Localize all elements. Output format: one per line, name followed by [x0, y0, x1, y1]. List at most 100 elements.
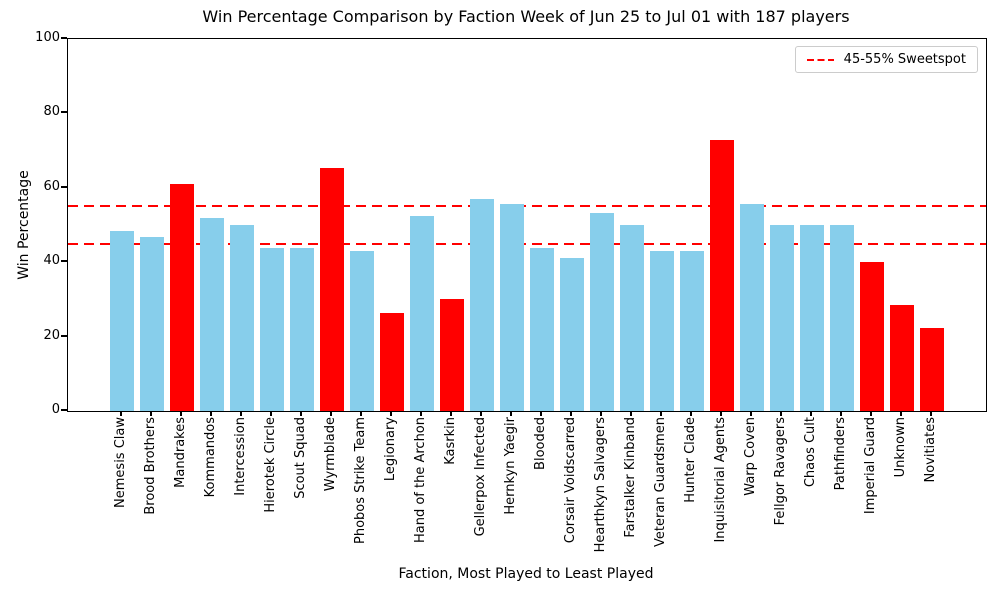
x-tick [899, 411, 902, 416]
x-tick-label: Novitiates [922, 417, 938, 483]
bar-intercession [229, 225, 254, 411]
y-tick [61, 334, 67, 337]
x-tick [569, 411, 572, 416]
x-tick-label: Hearthkyn Salvagers [592, 417, 608, 553]
x-tick-label: Fellgor Ravagers [772, 417, 788, 526]
x-tick-label: Hunter Clade [682, 417, 698, 503]
x-tick-label: Scout Squad [292, 417, 308, 499]
x-tick [539, 411, 542, 416]
x-tick-label: Unknown [892, 417, 908, 478]
dashed-line-icon [806, 58, 834, 61]
x-tick [269, 411, 272, 416]
x-tick [239, 411, 242, 416]
y-tick [61, 260, 67, 263]
x-tick-label: Nemesis Claw [112, 417, 128, 508]
bar-fellgor-ravagers [769, 225, 794, 411]
x-tick [449, 411, 452, 416]
x-tick [329, 411, 332, 416]
x-tick [209, 411, 212, 416]
bar-unknown [889, 304, 914, 411]
x-tick [509, 411, 512, 416]
x-tick-label: Hernkyn Yaegir [502, 417, 518, 515]
x-axis-label: Faction, Most Played to Least Played [398, 566, 654, 582]
x-tick-label: Veteran Guardsmen [652, 417, 668, 547]
y-tick [61, 185, 67, 188]
x-tick [869, 411, 872, 416]
sweetspot-line-55 [68, 205, 986, 208]
y-tick-label: 20 [43, 327, 60, 343]
bar-corsair-voidscarred [559, 257, 584, 411]
plot-area: 45-55% Sweetspot [67, 38, 987, 412]
x-tick [629, 411, 632, 416]
bar-hernkyn-yaegir [499, 204, 524, 411]
bar-wyrmblade [319, 167, 344, 411]
x-tick-label: Blooded [532, 417, 548, 470]
bar-veteran-guardsmen [649, 251, 674, 411]
x-tick-label: Mandrakes [172, 417, 188, 488]
x-tick [479, 411, 482, 416]
x-tick-label: Inquisitorial Agents [712, 417, 728, 543]
x-tick [299, 411, 302, 416]
x-tick-label: Phobos Strike Team [352, 417, 368, 545]
x-tick-label: Hierotek Circle [262, 417, 278, 513]
bar-kasrkin [439, 299, 464, 411]
x-tick [839, 411, 842, 416]
bar-chaos-cult [799, 225, 824, 411]
x-tick [149, 411, 152, 416]
chart-title: Win Percentage Comparison by Faction Wee… [202, 7, 850, 26]
y-tick-label: 60 [43, 178, 60, 194]
x-tick-label: Gellerpox Infected [472, 417, 488, 537]
x-tick [179, 411, 182, 416]
legend-label: 45-55% Sweetspot [843, 52, 966, 67]
bar-novitiates [919, 328, 944, 411]
bar-gellerpox-infected [469, 198, 494, 411]
y-tick [61, 409, 67, 411]
y-tick-label: 80 [43, 104, 60, 120]
bar-hierotek-circle [259, 247, 284, 411]
x-tick-label: Warp Coven [742, 417, 758, 496]
x-tick [419, 411, 422, 416]
x-tick [659, 411, 662, 416]
x-tick-label: Imperial Guard [862, 417, 878, 515]
x-tick-label: Corsair Voidscarred [562, 417, 578, 544]
bar-nemesis-claw [109, 230, 134, 411]
bar-farstalker-kinband [619, 225, 644, 411]
sweetspot-line-45 [68, 242, 986, 245]
bar-blooded [529, 247, 554, 411]
x-tick [119, 411, 122, 416]
x-tick-label: Chaos Cult [802, 417, 818, 488]
x-tick [689, 411, 692, 416]
bar-hearthkyn-salvagers [589, 212, 614, 411]
x-tick-label: Kommandos [202, 417, 218, 498]
bar-legionary [379, 313, 404, 411]
bar-mandrakes [169, 184, 194, 411]
x-tick [809, 411, 812, 416]
x-tick [779, 411, 782, 416]
bar-hunter-clade [679, 251, 704, 411]
x-tick [719, 411, 722, 416]
bar-warp-coven [739, 204, 764, 411]
legend: 45-55% Sweetspot [794, 46, 978, 73]
y-tick-label: 100 [35, 30, 60, 45]
x-tick-label: Farstalker Kinband [622, 417, 638, 538]
bar-imperial-guard [859, 262, 884, 411]
x-tick-label: Pathfinders [832, 417, 848, 491]
x-tick-label: Intercession [232, 417, 248, 496]
bar-inquisitorial-agents [709, 139, 734, 411]
y-tick [61, 37, 67, 39]
x-tick-label: Brood Brothers [142, 417, 158, 515]
bar-hand-of-the-archon [409, 216, 434, 411]
bar-scout-squad [289, 248, 314, 411]
x-tick [749, 411, 752, 416]
bar-phobos-strike-team [349, 251, 374, 411]
x-tick [599, 411, 602, 416]
bar-brood-brothers [139, 236, 164, 411]
x-tick-label: Hand of the Archon [412, 417, 428, 544]
y-tick [61, 111, 67, 114]
bar-kommandos [199, 218, 224, 411]
x-tick [359, 411, 362, 416]
x-tick-label: Wyrmblade [322, 417, 338, 492]
y-tick-label: 40 [43, 253, 60, 269]
x-tick [929, 411, 932, 416]
